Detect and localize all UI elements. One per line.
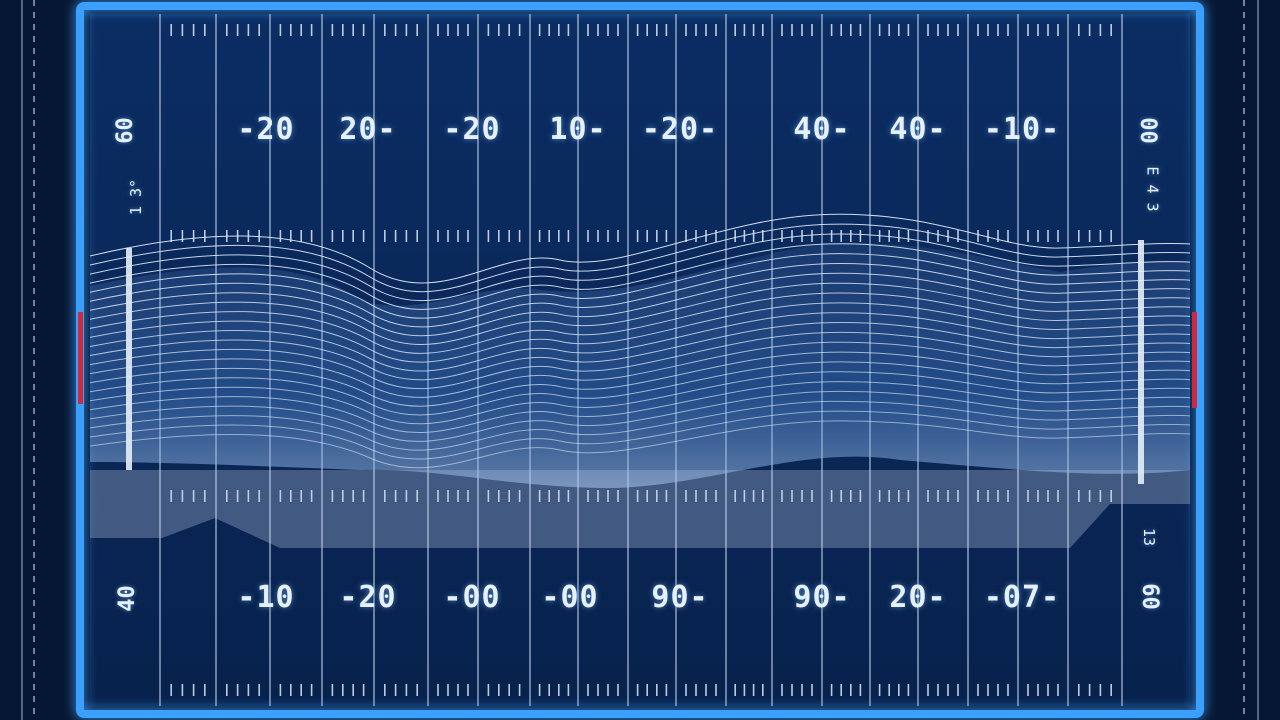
- wave-contour-line: [89, 381, 1191, 433]
- wave-contour-line: [89, 233, 1191, 302]
- bottom-yard-number: -00: [443, 580, 501, 615]
- top-yard-number: -10-: [983, 112, 1061, 147]
- wave-contour-line: [89, 213, 1191, 284]
- wave-contour-line: [89, 410, 1191, 460]
- top-yard-number: 20-: [339, 112, 397, 147]
- side-label-left-mid: 1 3°: [127, 178, 146, 216]
- wave-contour-line: [89, 331, 1191, 390]
- wave-contour-line: [89, 282, 1191, 346]
- wave-contour-line: [89, 272, 1191, 337]
- bottom-yard-number: -00: [541, 580, 599, 615]
- wave-contour-line: [89, 400, 1191, 451]
- wave-contour-line: [89, 243, 1191, 310]
- end-zone-accent-left: [78, 312, 83, 404]
- top-yard-number: -20: [237, 112, 295, 147]
- side-label-right-top: 00: [1134, 117, 1160, 144]
- wave-contour-line: [89, 371, 1191, 425]
- wave-contour-line: [89, 263, 1191, 328]
- wave-contour-line: [89, 302, 1191, 363]
- wave-contour-line: [89, 223, 1191, 293]
- goal-post-left: [126, 248, 132, 470]
- top-yard-number: 40-: [793, 112, 851, 147]
- top-yard-number: 40-: [889, 112, 947, 147]
- bottom-yard-number: -10: [237, 580, 295, 615]
- bottom-yard-number: 20-: [889, 580, 947, 615]
- wave-contour-line: [89, 341, 1191, 398]
- top-yard-number: -20-: [641, 112, 719, 147]
- wave-contour-line: [89, 420, 1191, 469]
- side-label-left-bottom: 40: [114, 585, 140, 612]
- side-label-right-lower-mid: 13: [1140, 527, 1159, 547]
- goal-post-right: [1138, 240, 1144, 484]
- side-label-right-mid: E 4 3: [1143, 166, 1162, 212]
- wave-contour-line: [89, 312, 1191, 372]
- bottom-yard-number: 90-: [651, 580, 709, 615]
- side-label-left-top: 60: [112, 117, 138, 144]
- wave-contour-line: [89, 292, 1191, 354]
- translucent-band: [90, 470, 1190, 548]
- wave-contour-line: [89, 351, 1191, 407]
- wave-contour-line: [89, 361, 1191, 416]
- top-yard-number: -20: [443, 112, 501, 147]
- bottom-yard-number: 90-: [793, 580, 851, 615]
- bottom-yard-number: -07-: [983, 580, 1061, 615]
- wave-contour-line: [89, 390, 1191, 442]
- side-label-right-bottom: 60: [1136, 583, 1162, 610]
- top-yard-number: 10-: [549, 112, 607, 147]
- end-zone-accent-right: [1192, 312, 1197, 408]
- wave-contour-line: [89, 322, 1191, 381]
- wave-surface: [90, 243, 1190, 489]
- bottom-yard-number: -20: [339, 580, 397, 615]
- wave-contour-line: [89, 253, 1191, 319]
